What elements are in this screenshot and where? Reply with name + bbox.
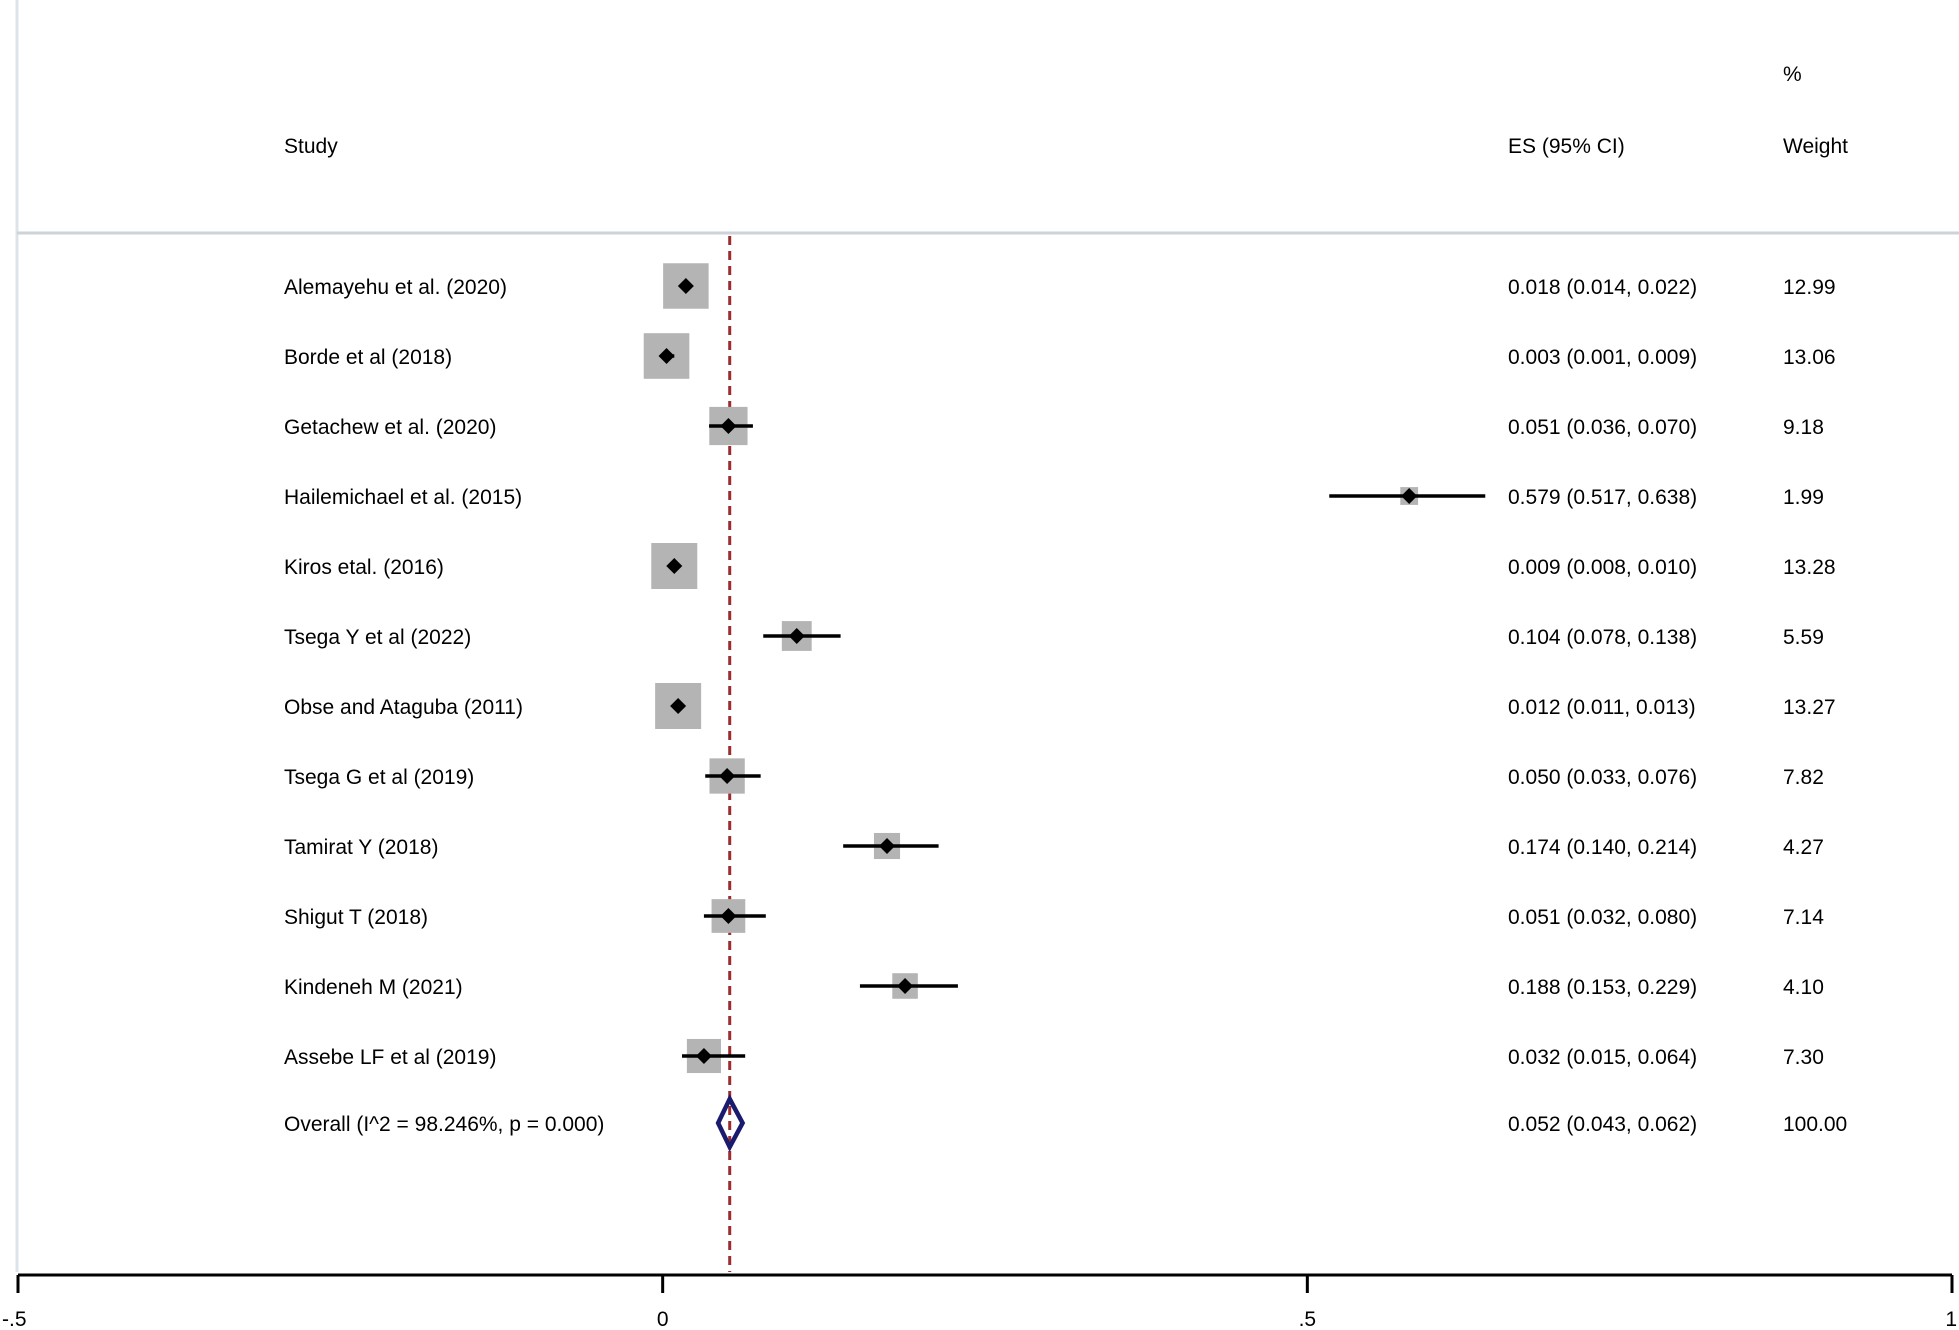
es-ci-value: 0.012 (0.011, 0.013) xyxy=(1508,696,1696,719)
study-row: Kiros etal. (2016) 0.009 (0.008, 0.010) 13… xyxy=(284,543,1836,589)
es-ci-value: 0.003 (0.001, 0.009) xyxy=(1508,346,1697,369)
overall-label: Overall (I^2 = 98.246%, p = 0.000) xyxy=(284,1113,604,1136)
header-study: Study xyxy=(284,135,338,158)
point-estimate xyxy=(897,978,914,994)
point-estimate xyxy=(670,698,687,714)
study-row: Alemayehu et al. (2020) 0.018 (0.014, 0.0… xyxy=(284,263,1836,309)
weight-value: 12.99 xyxy=(1783,276,1836,299)
weight-value: 4.10 xyxy=(1783,976,1824,999)
x-tick-label: 0 xyxy=(657,1308,669,1330)
study-row: Obse and Ataguba (2011) 0.012 (0.011, 0.0… xyxy=(284,683,1836,729)
header-es: ES (95% CI) xyxy=(1508,135,1625,158)
point-estimate xyxy=(677,278,694,294)
study-label: Tsega Y et al (2022) xyxy=(284,626,471,649)
x-tick-label: .5 xyxy=(1299,1308,1317,1330)
es-ci-value: 0.188 (0.153, 0.229) xyxy=(1508,976,1697,999)
study-label: Hailemichael et al. (2015) xyxy=(284,486,522,509)
es-ci-value: 0.051 (0.036, 0.070) xyxy=(1508,416,1697,439)
es-ci-value: 0.104 (0.078, 0.138) xyxy=(1508,626,1697,649)
weight-value: 7.82 xyxy=(1783,766,1824,789)
point-estimate xyxy=(1401,488,1418,504)
study-row: Borde et al (2018) 0.003 (0.001, 0.009) 13… xyxy=(284,333,1836,379)
point-estimate xyxy=(666,558,683,574)
point-estimate xyxy=(720,418,737,434)
point-estimate xyxy=(719,768,736,784)
x-axis: -.5 0 .5 1 xyxy=(2,1273,1957,1330)
overall-es-ci-value: 0.052 (0.043, 0.062) xyxy=(1508,1113,1697,1136)
point-estimate xyxy=(788,628,805,644)
weight-value: 7.30 xyxy=(1783,1046,1824,1069)
study-row: Assebe LF et al (2019) 0.032 (0.015, 0.06… xyxy=(284,1038,1824,1074)
overall-weight-value: 100.00 xyxy=(1783,1113,1847,1136)
es-ci-value: 0.579 (0.517, 0.638) xyxy=(1508,486,1697,509)
study-row: Hailemichael et al. (2015) 0.579 (0.517, … xyxy=(284,486,1824,509)
weight-value: 7.14 xyxy=(1783,906,1824,929)
x-tick-label: 1 xyxy=(1945,1308,1957,1330)
point-estimate xyxy=(695,1048,712,1064)
header-weight: Weight xyxy=(1783,135,1848,158)
x-tick-label: -.5 xyxy=(2,1308,27,1330)
study-label: Shigut T (2018) xyxy=(284,906,428,929)
es-ci-value: 0.018 (0.014, 0.022) xyxy=(1508,276,1697,299)
weight-value: 13.06 xyxy=(1783,346,1836,369)
header-weight-pct: % xyxy=(1783,63,1802,86)
study-row: Tsega Y et al (2022) 0.104 (0.078, 0.138)… xyxy=(284,621,1824,651)
study-row: Kindeneh M (2021) 0.188 (0.153, 0.229) 4.1… xyxy=(284,973,1824,999)
study-label: Obse and Ataguba (2011) xyxy=(284,696,523,719)
point-estimate xyxy=(720,908,737,924)
es-ci-value: 0.051 (0.032, 0.080) xyxy=(1508,906,1697,929)
weight-value: 9.18 xyxy=(1783,416,1824,439)
es-ci-value: 0.050 (0.033, 0.076) xyxy=(1508,766,1697,789)
overall-diamond xyxy=(715,1094,746,1152)
study-row: Tsega G et al (2019) 0.050 (0.033, 0.076)… xyxy=(284,758,1824,794)
study-label: Tamirat Y (2018) xyxy=(284,836,438,859)
point-estimate xyxy=(879,838,896,854)
overall-row: Overall (I^2 = 98.246%, p = 0.000) 0.052 … xyxy=(284,1094,1847,1152)
study-label: Tsega G et al (2019) xyxy=(284,766,474,789)
weight-value: 5.59 xyxy=(1783,626,1824,649)
weight-value: 4.27 xyxy=(1783,836,1824,859)
weight-value: 1.99 xyxy=(1783,486,1824,509)
weight-value: 13.27 xyxy=(1783,696,1836,719)
study-label: Kiros etal. (2016) xyxy=(284,556,444,579)
study-label: Getachew et al. (2020) xyxy=(284,416,496,439)
study-label: Assebe LF et al (2019) xyxy=(284,1046,496,1069)
study-rows: Alemayehu et al. (2020) 0.018 (0.014, 0.0… xyxy=(284,236,1847,1272)
es-ci-value: 0.032 (0.015, 0.064) xyxy=(1508,1046,1697,1069)
study-row: Tamirat Y (2018) 0.174 (0.140, 0.214) 4.27 xyxy=(284,832,1824,860)
study-row: Shigut T (2018) 0.051 (0.032, 0.080) 7.14 xyxy=(284,899,1824,933)
es-ci-value: 0.009 (0.008, 0.010) xyxy=(1508,556,1697,579)
weight-value: 13.28 xyxy=(1783,556,1836,579)
point-estimate xyxy=(658,348,675,364)
study-row: Getachew et al. (2020) 0.051 (0.036, 0.07… xyxy=(284,406,1824,446)
es-ci-value: 0.174 (0.140, 0.214) xyxy=(1508,836,1697,859)
study-label: Borde et al (2018) xyxy=(284,346,452,369)
study-label: Kindeneh M (2021) xyxy=(284,976,463,999)
study-label: Alemayehu et al. (2020) xyxy=(284,276,507,299)
